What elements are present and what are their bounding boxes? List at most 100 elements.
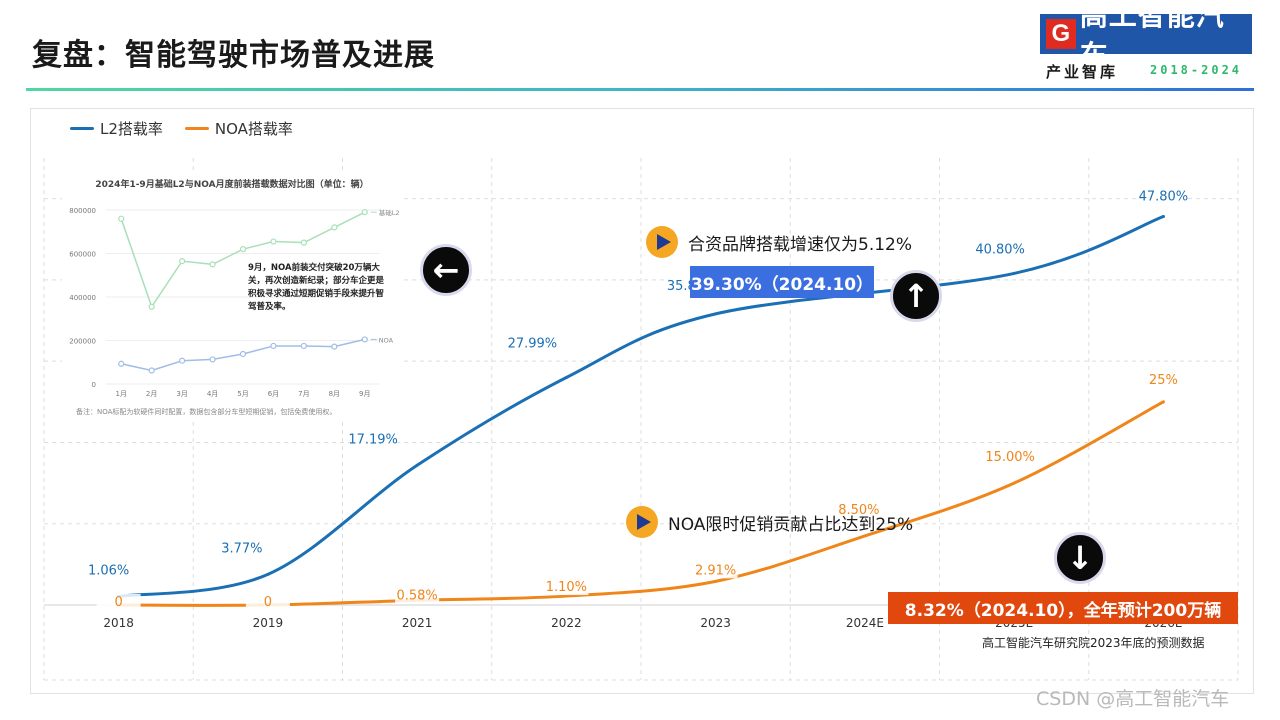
inset-ticks: 800000 600000 400000 200000 0 1月 2月 3月 4月 5月 6月 7月 8… — [69, 207, 370, 398]
inset-x-tick: 1月 — [115, 390, 126, 398]
data-label-bg — [1141, 371, 1186, 388]
inset-y-tick: 600000 — [69, 251, 96, 259]
inset-line-chart: 2024年1-9月基础L2与NOA月度前装搭载数据对比图（单位：辆） 基础L2 N… — [69, 178, 400, 416]
inset-y-tick: 400000 — [69, 294, 96, 302]
inset-data-point — [179, 258, 186, 265]
data-label-noa: 15.00% — [985, 450, 1035, 465]
series-line-l2 — [117, 215, 1165, 598]
data-label-l2: 40.80% — [975, 242, 1025, 257]
data-label-bg — [544, 579, 589, 596]
logo-subtitle: 产业智库 — [1046, 63, 1119, 81]
legend-label-l2: L2搭载率 — [100, 120, 163, 138]
inset-x-tick: 9月 — [359, 390, 370, 398]
inset-data-point — [361, 209, 368, 216]
inset-data-point — [331, 224, 338, 231]
play-icon — [626, 506, 658, 538]
x-tick-label: 2023 — [700, 616, 731, 630]
data-point-noa — [564, 594, 568, 598]
chart-legend: L2搭载率 NOA搭载率 — [70, 118, 293, 139]
data-point-l2 — [266, 572, 270, 576]
data-label-l2: 17.19% — [348, 432, 398, 447]
data-point-noa — [1012, 481, 1016, 485]
inset-note: 9月，NOA前装交付突破20万辆大关，再次创造新纪录；部分车企更是积极寻求通过短… — [248, 263, 384, 312]
data-label-bg — [96, 594, 141, 610]
annotation-jv-growth: 合资品牌搭载增速仅为5.12% — [646, 226, 912, 258]
data-point-noa — [714, 579, 718, 583]
legend-item-noa: NOA搭载率 — [184, 118, 293, 139]
legend-label-noa: NOA搭载率 — [214, 120, 293, 138]
inset-data-point — [209, 356, 216, 363]
data-label-noa: 2.91% — [695, 563, 736, 578]
title-divider — [26, 88, 1254, 91]
inset-y-tick: 800000 — [69, 207, 96, 215]
data-label-noa: 1.10% — [546, 580, 587, 595]
inset-data-point — [270, 342, 277, 350]
inset-x-tick: 8月 — [329, 390, 340, 398]
logo-mark: G — [1046, 19, 1076, 49]
data-point-l2 — [564, 376, 568, 380]
data-label-noa: 0.58% — [396, 588, 437, 603]
inset-data-point — [118, 360, 125, 367]
legend-item-l2: L2搭载率 — [70, 118, 163, 139]
inset-x-tick: 4月 — [207, 390, 218, 398]
inset-data-point — [118, 215, 125, 222]
x-tick-label: 2024E — [846, 616, 884, 630]
x-tick-label: 2019 — [253, 616, 284, 630]
data-point-l2 — [714, 312, 718, 316]
logo-years: 2018-2024 — [1150, 63, 1243, 77]
inset-series-name: NOA — [379, 336, 394, 344]
data-label-bg — [988, 449, 1033, 466]
data-point-noa — [1161, 400, 1165, 404]
inset-data-point — [179, 357, 186, 364]
l2-highlight-box: 39.30%（2024.10） — [690, 266, 874, 298]
data-label-noa: 0 — [114, 595, 122, 610]
x-tick-label: 2018 — [103, 616, 134, 630]
data-label-bg — [86, 562, 131, 579]
inset-data-point — [148, 303, 155, 310]
annotation-noa-promo-text: NOA限时促销贡献占比达到25% — [668, 514, 914, 535]
data-label-noa: 25% — [1149, 373, 1178, 388]
data-label-noa: 8.50% — [838, 503, 879, 518]
data-label-bg — [245, 594, 290, 610]
x-tick-label: 2022 — [551, 616, 582, 630]
annotation-jv-growth-text: 合资品牌搭载增速仅为5.12% — [688, 234, 913, 255]
inset-footnote: 备注：NOA标配为软硬件同时配置，数据包含部分车型短期促销，包括免费使用权。 — [76, 407, 336, 416]
inset-x-tick: 7月 — [298, 390, 309, 398]
inset-chart: 2024年1-9月基础L2与NOA月度前装搭载数据对比图（单位：辆） 基础L2 N… — [62, 170, 404, 420]
up-arrow-icon: ↑ — [890, 270, 942, 322]
x-tick-label: 2021 — [402, 616, 433, 630]
data-label-noa: 0 — [264, 595, 272, 610]
source-note: 高工智能汽车研究院2023年底的预测数据 — [982, 636, 1205, 650]
annotation-noa-promo: NOA限时促销贡献占比达到25% — [626, 506, 913, 538]
inset-series-name: 基础L2 — [379, 208, 400, 217]
inset-y-tick: 200000 — [69, 338, 96, 346]
data-label-bg — [395, 587, 440, 604]
brand-logo: G 高工智能汽车 — [1040, 0, 1252, 72]
data-label-l2: 47.80% — [1139, 190, 1189, 205]
inset-title: 2024年1-9月基础L2与NOA月度前装搭载数据对比图（单位：辆） — [95, 178, 368, 190]
inset-data-point — [361, 336, 368, 343]
data-point-l2 — [415, 463, 419, 467]
inset-data-point — [270, 238, 277, 245]
inset-data-point — [239, 246, 247, 253]
data-label-bg — [693, 562, 738, 579]
data-label-bg — [219, 540, 264, 557]
play-icon — [646, 226, 678, 258]
inset-data-point — [331, 343, 338, 350]
inset-series: 基础L2 NOA — [118, 208, 400, 374]
inset-grid — [106, 209, 380, 385]
inset-y-tick: 0 — [92, 381, 96, 389]
data-label-bg — [836, 501, 881, 518]
inset-data-point — [300, 239, 307, 246]
legend-swatch-noa — [184, 127, 209, 130]
data-label-l2: 3.77% — [221, 541, 262, 556]
left-arrow-icon: ← — [420, 244, 472, 296]
data-label-l2: 27.99% — [508, 337, 558, 352]
page-title: 复盘：智能驾驶市场普及进展 — [32, 38, 435, 73]
data-label-bg — [351, 431, 396, 448]
data-label-l2: 1.06% — [88, 563, 129, 578]
data-label-bg — [510, 335, 555, 352]
data-point-l2 — [1161, 215, 1165, 219]
data-point-l2 — [1012, 271, 1016, 275]
noa-highlight-box: 8.32%（2024.10），全年预计200万辆 — [888, 592, 1238, 624]
